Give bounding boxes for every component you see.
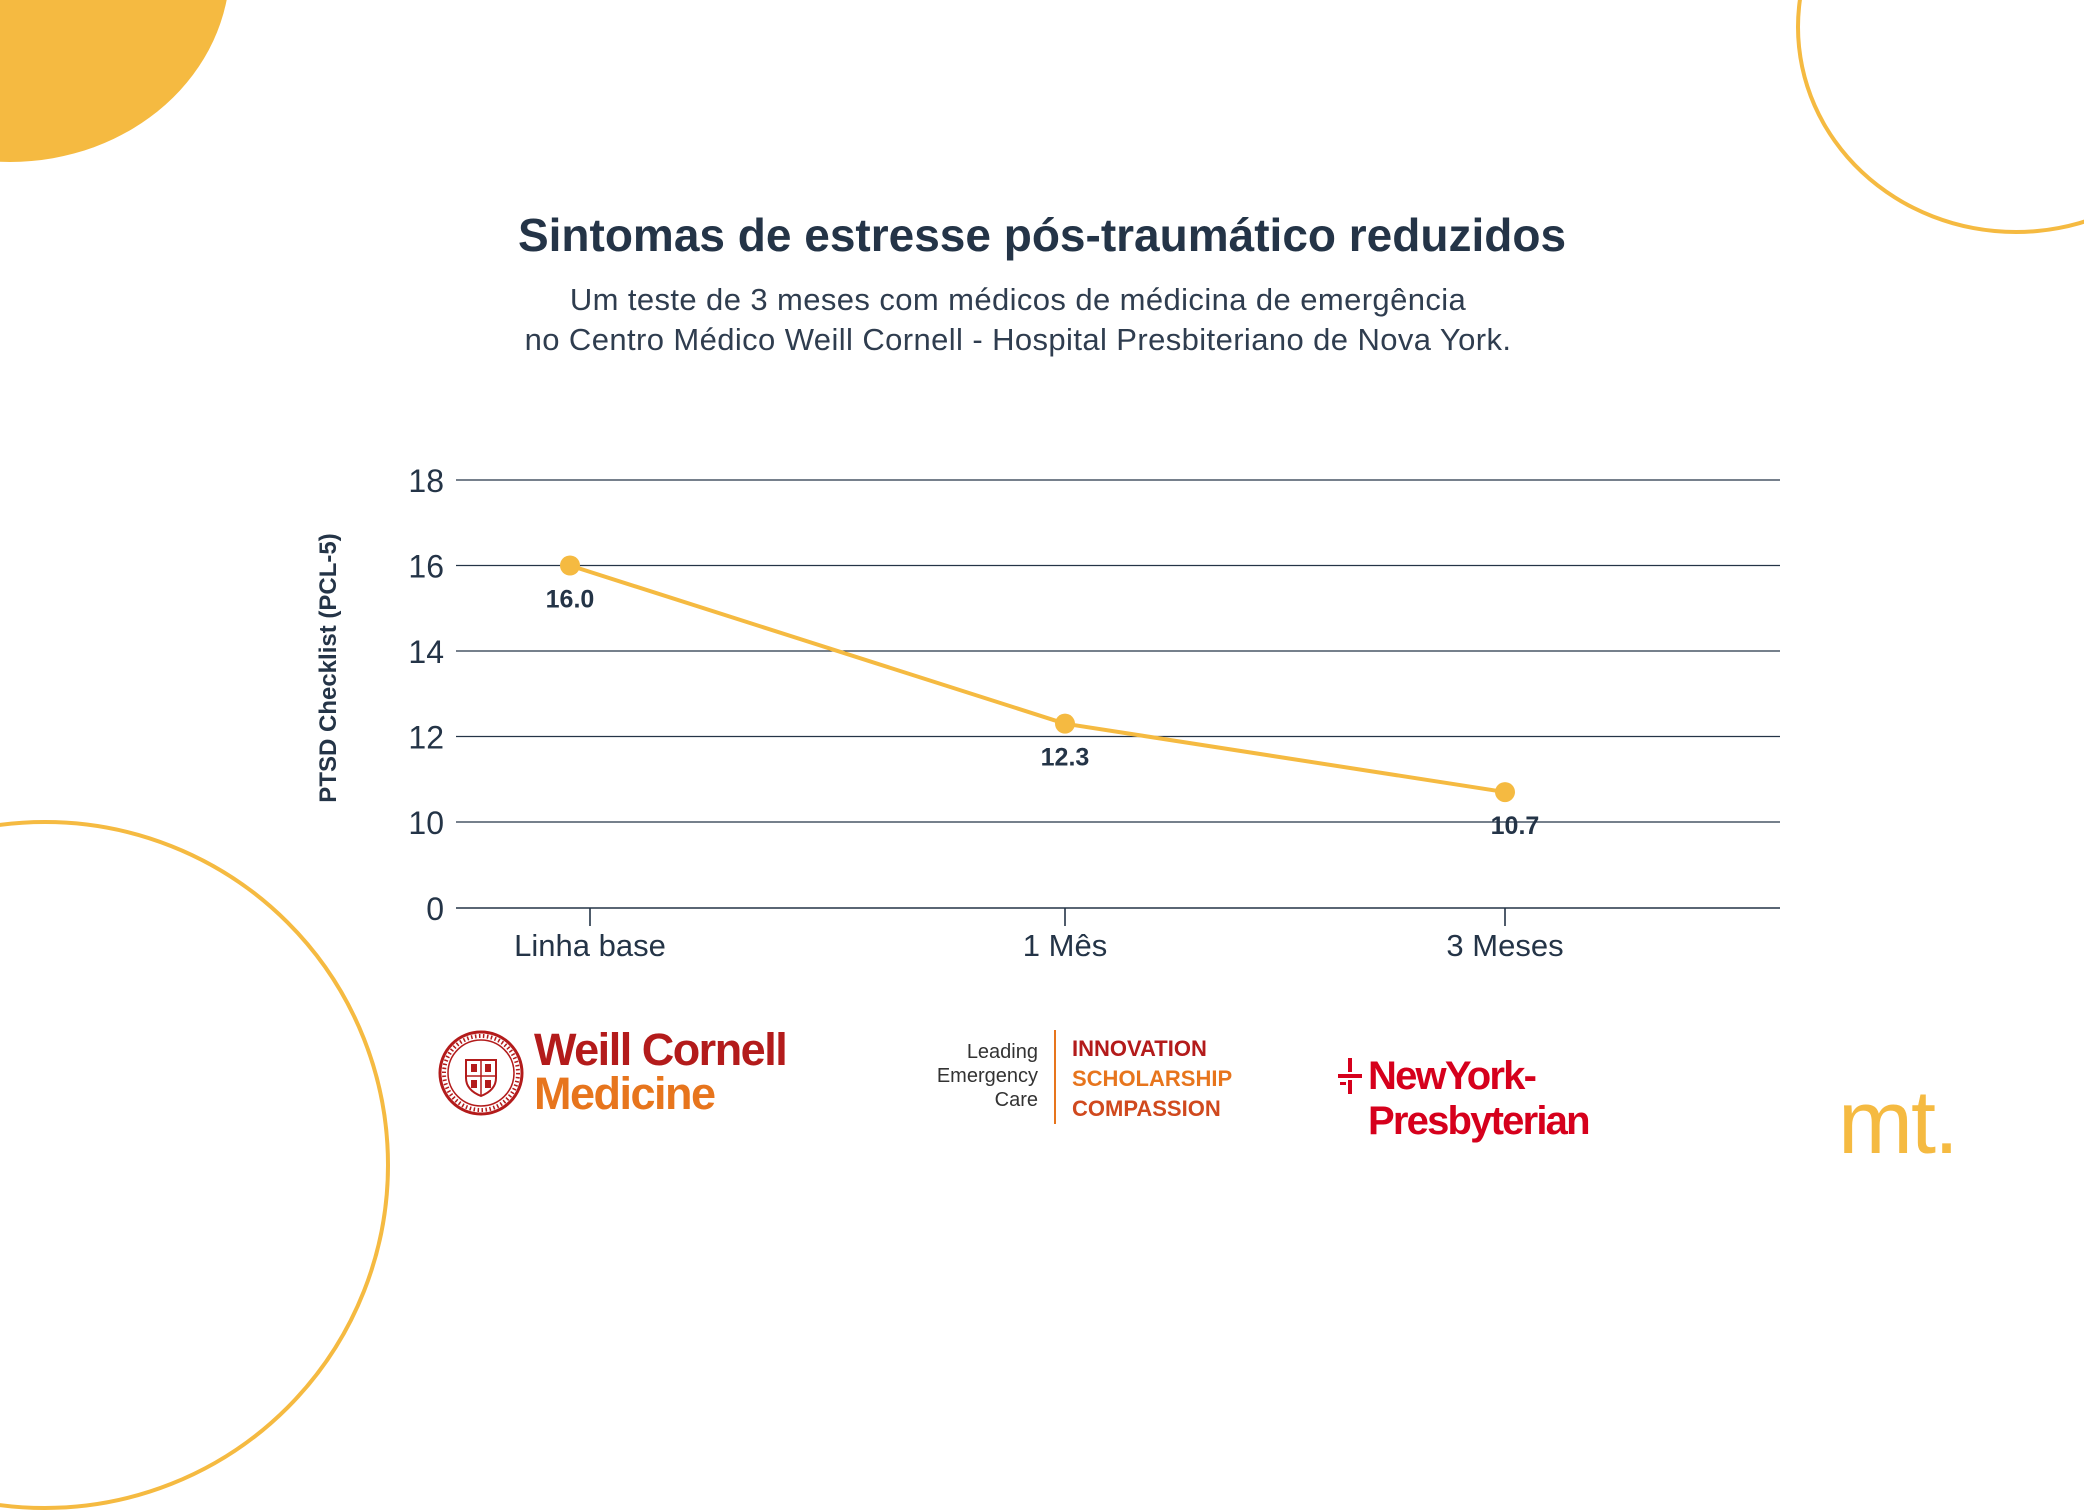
subtitle-line-2: no Centro Médico Weill Cornell - Hospita… <box>524 322 1512 357</box>
cornell-seal-icon <box>438 1030 524 1116</box>
chart-title: Sintomas de estresse pós-traumático redu… <box>517 209 1567 261</box>
weill-cornell-text: Weill Cornell <box>534 1024 788 1075</box>
y-tick-label: 0 <box>426 891 444 927</box>
data-label: 10.7 <box>1491 812 1540 840</box>
nyp-text: NewYork-Presbyterian <box>1368 1054 1591 1143</box>
leading-emergency-care-logo: Leading Emergency Care INNOVATION SCHOLA… <box>900 1030 1260 1126</box>
x-tick-label: 1 Mês <box>1023 928 1107 963</box>
y-tick-label: 16 <box>408 549 444 585</box>
mt-brand-mark: mt. <box>1838 1073 1959 1173</box>
weill-cornell-medicine-logo: Weill Cornell Medicine <box>438 1024 828 1120</box>
lec-care: Care <box>994 1089 1038 1111</box>
lec-emergency: Emergency <box>936 1065 1038 1087</box>
data-point <box>1055 713 1075 734</box>
lec-innovation: INNOVATION <box>1072 1036 1207 1061</box>
lec-compassion: COMPASSION <box>1072 1096 1221 1121</box>
data-point <box>1495 782 1515 803</box>
newyork-presbyterian-logo: NewYork-Presbyterian <box>1338 1054 1738 1143</box>
series-line <box>569 563 1506 795</box>
y-tick-label: 12 <box>408 720 444 756</box>
data-label: 12.3 <box>1041 744 1090 772</box>
line-chart: 18 16 14 12 10 0 Linha base 1 Mês 3 Meses PTSD Ch… <box>315 463 1780 963</box>
lec-divider <box>1054 1030 1056 1124</box>
subtitle-line-1: Um teste de 3 meses com médicos de médic… <box>569 282 1467 317</box>
lec-leading: Leading <box>966 1041 1038 1063</box>
data-label: 16.0 <box>546 586 595 614</box>
y-tick-label: 10 <box>408 805 444 841</box>
nyp-mark-icon <box>1338 1058 1362 1094</box>
y-tick-label: 14 <box>408 634 444 670</box>
medicine-text: Medicine <box>534 1068 716 1119</box>
x-tick-label: Linha base <box>514 928 666 963</box>
lec-scholarship: SCHOLARSHIP <box>1072 1066 1233 1091</box>
data-point <box>560 555 580 576</box>
y-tick-label: 18 <box>408 463 444 499</box>
y-axis-label: PTSD Checklist (PCL-5) <box>315 533 342 802</box>
x-tick-label: 3 Meses <box>1446 928 1563 963</box>
chart-subtitle: Um teste de 3 meses com médicos de médic… <box>0 280 2060 360</box>
